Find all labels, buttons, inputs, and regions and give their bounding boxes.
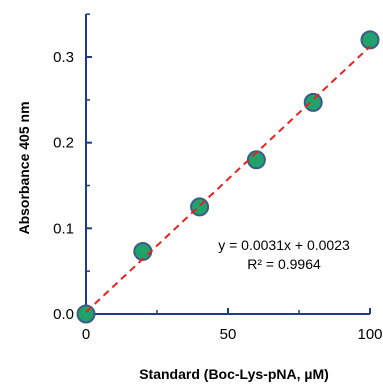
y-tick-label: 0.1 <box>53 220 74 237</box>
data-point <box>303 92 323 112</box>
x-tick-label: 100 <box>357 326 382 343</box>
x-axis-title: Standard (Boc-Lys-pNA, µM) <box>139 366 329 382</box>
r-squared-annotation: R² = 0.9964 <box>247 256 321 272</box>
x-tick-label: 50 <box>220 326 237 343</box>
y-tick-label: 0.2 <box>53 135 74 152</box>
data-point <box>76 304 96 324</box>
data-point <box>360 30 380 50</box>
y-axis-ticks: 0.0 0.1 0.2 0.3 <box>53 13 92 323</box>
y-tick-label: 0.3 <box>53 49 74 66</box>
data-point <box>190 197 210 217</box>
y-axis-title: Absorbance 405 nm <box>16 101 32 234</box>
data-point <box>133 241 153 261</box>
trendline <box>85 45 371 313</box>
plot-area: 0.0 0.1 0.2 0.3 0 50 100 <box>53 13 383 343</box>
x-tick-label: 0 <box>82 326 90 343</box>
y-tick-label: 0.0 <box>53 306 74 323</box>
equation-annotation: y = 0.0031x + 0.0023 <box>218 237 350 253</box>
